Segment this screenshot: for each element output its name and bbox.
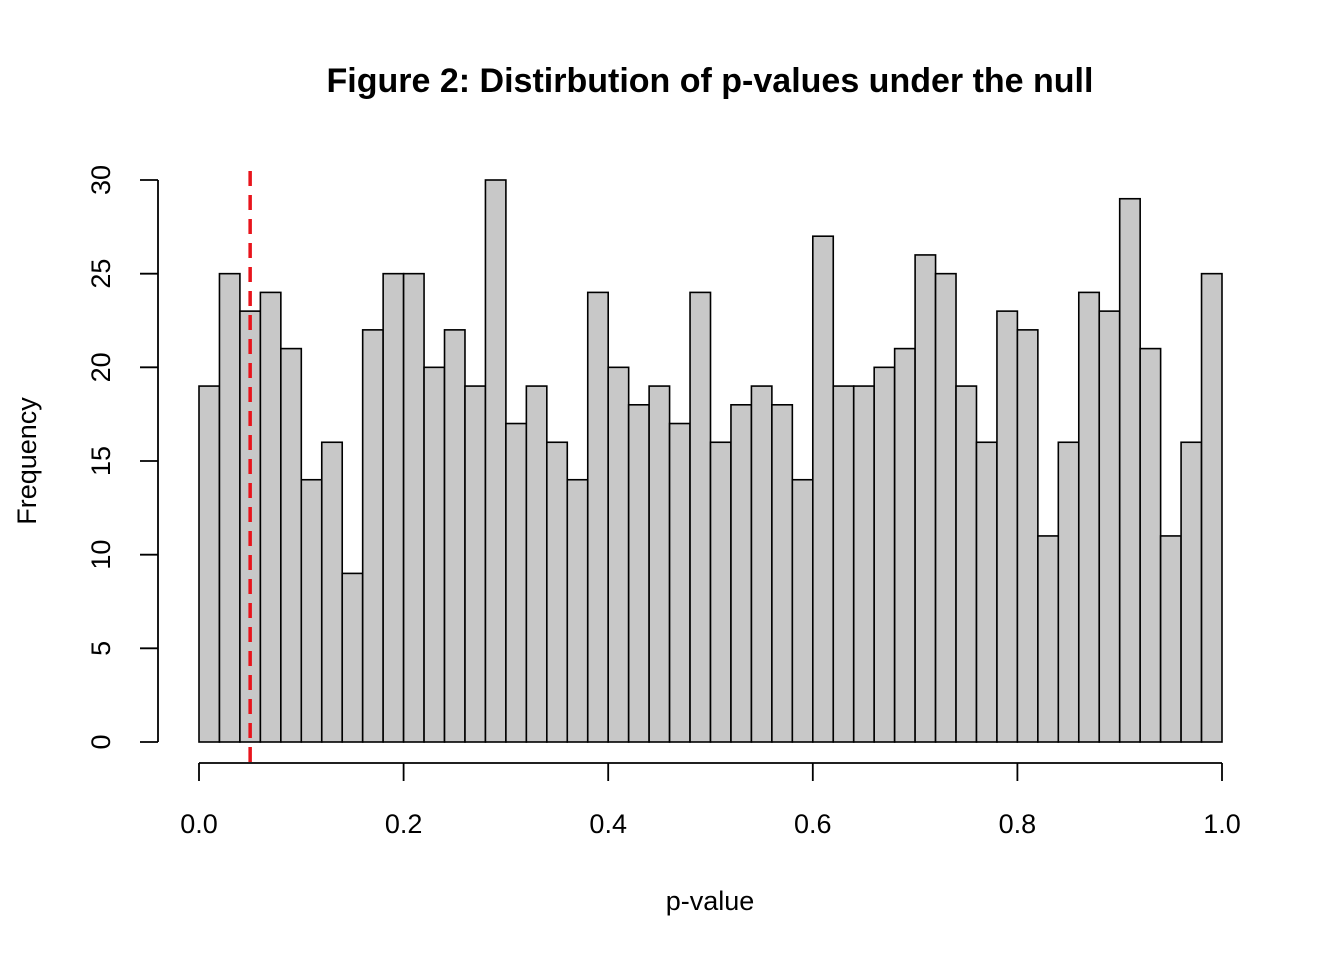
histogram-bar xyxy=(689,291,712,743)
histogram-bar xyxy=(1180,441,1203,743)
histogram-bar xyxy=(1139,347,1162,743)
histogram-bar xyxy=(464,385,487,743)
histogram-bar xyxy=(443,329,466,743)
x-axis: 0.0 0.2 0.4 0.6 0.8 1.0 xyxy=(180,762,1241,839)
histogram-bar xyxy=(484,179,507,743)
histogram-bar xyxy=(218,272,241,743)
histogram-bar xyxy=(546,441,569,743)
x-axis-label: p-value xyxy=(666,886,755,916)
x-tick-label: 0.0 xyxy=(180,809,218,839)
histogram-bar xyxy=(709,441,732,743)
y-tick-label: 25 xyxy=(86,259,116,289)
histogram-bar xyxy=(1118,197,1141,743)
histogram-bar xyxy=(750,385,773,743)
histogram-bar xyxy=(873,366,896,743)
histogram-bar xyxy=(198,385,221,743)
histogram-bar xyxy=(341,572,364,743)
histogram-bar xyxy=(259,291,282,743)
x-tick-label: 1.0 xyxy=(1203,809,1241,839)
histogram-bar xyxy=(668,422,691,743)
histogram-bar xyxy=(996,310,1019,743)
histogram-bar xyxy=(1098,310,1121,743)
histogram-bar xyxy=(648,385,671,743)
x-tick-label: 0.4 xyxy=(589,809,627,839)
y-tick-label: 5 xyxy=(86,641,116,656)
y-tick-label: 15 xyxy=(86,446,116,476)
histogram-bar xyxy=(280,347,303,743)
histogram-bar xyxy=(382,272,405,743)
histogram-bar xyxy=(505,422,528,743)
histogram-bar xyxy=(586,291,609,743)
histogram-bar xyxy=(730,403,753,743)
x-tick-label: 0.6 xyxy=(794,809,832,839)
y-tick-label: 30 xyxy=(86,165,116,195)
y-tick-label: 10 xyxy=(86,540,116,570)
histogram-bar xyxy=(423,366,446,743)
histogram-bar xyxy=(893,347,916,743)
histogram-bar xyxy=(320,441,344,743)
chart-title: Figure 2: Distirbution of p-values under… xyxy=(327,62,1094,100)
histogram-bar xyxy=(791,478,814,743)
y-tick-label: 20 xyxy=(86,352,116,382)
histogram-bar xyxy=(525,385,548,743)
y-axis: 0 5 10 15 20 25 30 xyxy=(86,165,159,750)
histogram-bar xyxy=(402,272,425,743)
histogram-bar xyxy=(955,385,978,743)
histogram-bar xyxy=(627,403,650,743)
histogram-bar xyxy=(1016,329,1039,743)
histogram-bar xyxy=(607,366,630,743)
histogram-bar xyxy=(811,235,835,743)
histogram-bar xyxy=(361,329,384,743)
histogram-bar xyxy=(934,272,957,743)
histogram-bar xyxy=(1077,291,1101,743)
y-axis-label: Frequency xyxy=(12,397,42,525)
histogram-bar xyxy=(300,478,323,743)
histogram-bar xyxy=(975,441,998,743)
histogram-bar xyxy=(771,403,794,743)
x-tick-label: 0.8 xyxy=(999,809,1037,839)
x-tick-label: 0.2 xyxy=(385,809,423,839)
histogram-bars xyxy=(198,179,1223,743)
histogram-bar xyxy=(1037,535,1060,743)
histogram-bar xyxy=(1200,272,1223,743)
y-tick-label: 0 xyxy=(86,734,116,749)
histogram-bar xyxy=(1057,441,1080,743)
histogram-bar xyxy=(914,254,937,743)
histogram-bar xyxy=(1159,535,1182,743)
histogram-bar xyxy=(852,385,875,743)
histogram-bar xyxy=(832,385,855,743)
histogram-bar xyxy=(566,478,589,743)
